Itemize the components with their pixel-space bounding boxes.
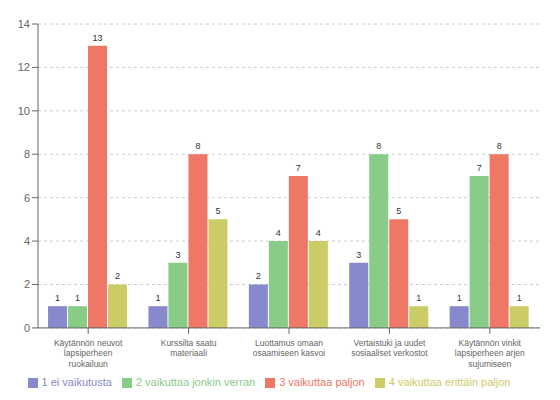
- svg-text:1: 1: [416, 293, 421, 303]
- html-text:2 vaikuttaa jonkin verran: 2 vaikuttaa jonkin verran: [135, 375, 256, 388]
- svg-text:13: 13: [93, 33, 103, 43]
- svg-text:2: 2: [256, 271, 261, 281]
- svg-text:2: 2: [115, 271, 120, 281]
- svg-text:4: 4: [24, 235, 30, 247]
- svg-text:8: 8: [497, 141, 502, 151]
- svg-text:8: 8: [195, 141, 200, 151]
- svg-text:1: 1: [75, 293, 80, 303]
- svg-text:2: 2: [24, 278, 30, 290]
- svg-text:14: 14: [18, 18, 30, 30]
- html-text:4 vaikuttaa erittäin paljon: 4 vaikuttaa erittäin paljon: [388, 375, 511, 388]
- svg-text:1: 1: [457, 293, 462, 303]
- svg-text:Käytännön vinkitlapsiperheen a: Käytännön vinkitlapsiperheen arjensujumi…: [455, 338, 525, 369]
- html-text:3 vaikuttaa paljon: 3 vaikuttaa paljon: [279, 375, 365, 388]
- svg-text:1: 1: [155, 293, 160, 303]
- svg-text:Käytännön neuvotlapsiperheenru: Käytännön neuvotlapsiperheenruokailuun: [54, 338, 123, 369]
- html-text:1 ei vaikutusta: 1 ei vaikutusta: [41, 375, 112, 388]
- svg-text:7: 7: [477, 163, 482, 173]
- svg-text:8: 8: [24, 148, 30, 160]
- svg-text:4: 4: [316, 228, 321, 238]
- svg-text:8: 8: [376, 141, 381, 151]
- svg-text:10: 10: [18, 105, 30, 117]
- svg-text:5: 5: [396, 206, 401, 216]
- svg-text:Vertaistuki ja uudetsosiaalise: Vertaistuki ja uudetsosiaaliset verkosto…: [351, 338, 428, 359]
- svg-text:6: 6: [24, 192, 30, 204]
- svg-text:3: 3: [356, 250, 361, 260]
- svg-text:Kurssilta saatumateriaali: Kurssilta saatumateriaali: [161, 338, 217, 359]
- svg-text:7: 7: [296, 163, 301, 173]
- svg-text:5: 5: [215, 206, 220, 216]
- svg-text:0: 0: [24, 322, 30, 334]
- svg-text:3: 3: [175, 250, 180, 260]
- svg-text:1: 1: [517, 293, 522, 303]
- svg-text:1: 1: [55, 293, 60, 303]
- svg-text:Luottamus omaanosaamiseen kasv: Luottamus omaanosaamiseen kasvoi: [253, 338, 325, 359]
- svg-text:12: 12: [18, 61, 30, 73]
- svg-text:4: 4: [276, 228, 281, 238]
